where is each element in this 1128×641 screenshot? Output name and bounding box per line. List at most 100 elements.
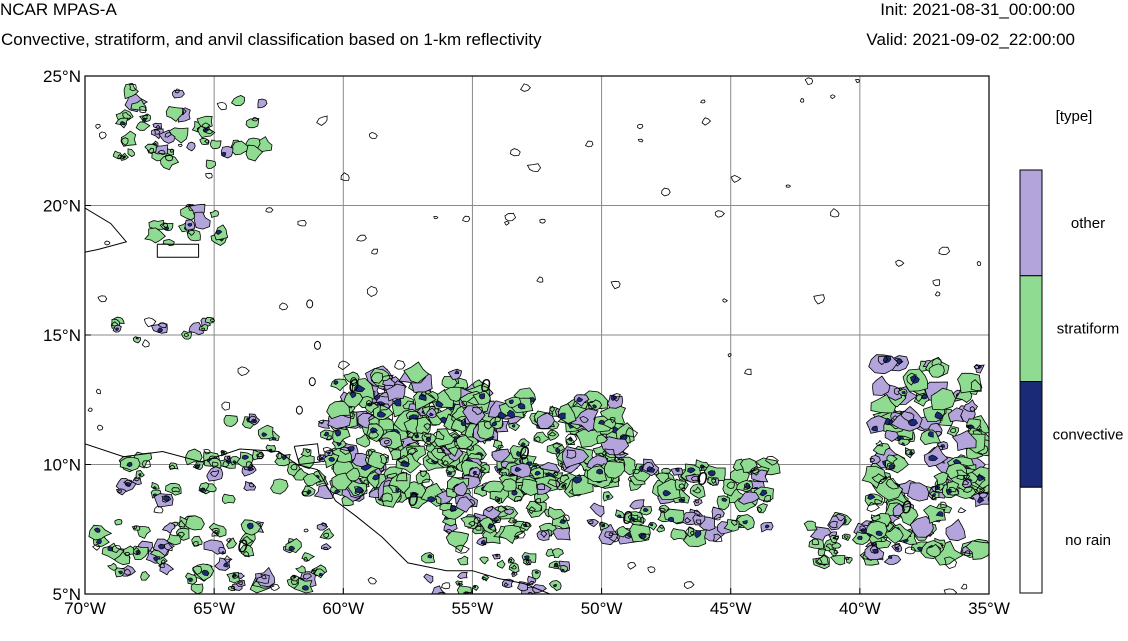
small-cell bbox=[141, 339, 150, 348]
small-cell bbox=[423, 440, 433, 447]
convective-core bbox=[215, 229, 223, 235]
small-cell bbox=[934, 291, 941, 297]
precip-cell bbox=[498, 524, 523, 545]
contour-ring bbox=[245, 461, 254, 468]
precip-cell bbox=[343, 391, 364, 408]
contour-ring bbox=[524, 522, 531, 527]
small-cell bbox=[371, 248, 378, 255]
contour-ring bbox=[379, 403, 391, 411]
contour-ring bbox=[547, 431, 557, 437]
contour-ring bbox=[930, 496, 937, 501]
precip-cell bbox=[456, 585, 472, 594]
contour-ring bbox=[395, 472, 408, 482]
contour-ring bbox=[225, 538, 232, 543]
contour-ring bbox=[905, 449, 912, 456]
precip-cell bbox=[161, 522, 176, 535]
convective-core bbox=[699, 464, 705, 469]
small-cell bbox=[730, 174, 742, 183]
contour-ring bbox=[487, 524, 496, 531]
legend-swatch bbox=[1019, 486, 1043, 594]
small-cell bbox=[647, 566, 656, 574]
contour-ring bbox=[843, 535, 849, 540]
small-cell bbox=[565, 433, 578, 445]
init-time: Init: 2021-08-31_00:00:00 bbox=[880, 0, 1075, 19]
convective-core bbox=[478, 393, 486, 400]
convective-core bbox=[395, 488, 400, 493]
contour-ring bbox=[694, 499, 699, 504]
x-tick-label: 70°W bbox=[64, 599, 106, 618]
small-cell bbox=[627, 562, 637, 570]
small-cell bbox=[830, 208, 840, 218]
convective-core bbox=[901, 390, 906, 395]
convective-core bbox=[662, 489, 672, 497]
contour-ring bbox=[213, 530, 219, 534]
contour-ring bbox=[203, 138, 209, 144]
contour-ring bbox=[730, 519, 738, 526]
contour-ring bbox=[171, 487, 180, 493]
precip-cell bbox=[883, 554, 902, 565]
precip-cell bbox=[455, 496, 474, 513]
convective-core bbox=[927, 431, 934, 438]
small-cell bbox=[866, 502, 880, 513]
precip-cell bbox=[503, 508, 514, 516]
contour-ring bbox=[226, 455, 232, 460]
contour-ring bbox=[405, 411, 420, 420]
convective-core bbox=[372, 474, 380, 481]
contour-ring bbox=[528, 580, 534, 586]
contour-ring bbox=[379, 453, 390, 465]
convective-core bbox=[888, 555, 893, 559]
convective-core bbox=[576, 396, 584, 403]
precip-cell bbox=[886, 454, 898, 465]
contour-ring bbox=[174, 88, 180, 94]
convective-core bbox=[555, 447, 561, 453]
convective-core bbox=[302, 585, 309, 591]
convective-core bbox=[454, 370, 460, 375]
precip-cell bbox=[926, 543, 941, 558]
small-cell bbox=[722, 298, 728, 303]
convective-core bbox=[349, 392, 357, 399]
small-cell bbox=[689, 530, 695, 536]
convective-core bbox=[694, 529, 702, 539]
coastline-island bbox=[295, 405, 303, 415]
convective-core bbox=[232, 460, 237, 464]
coastline-island bbox=[293, 443, 321, 466]
convective-core bbox=[393, 398, 402, 407]
contour-ring bbox=[123, 479, 132, 488]
contour-ring bbox=[141, 460, 151, 469]
contour-ring bbox=[156, 124, 161, 129]
convective-core bbox=[561, 568, 565, 572]
convective-core bbox=[223, 562, 229, 568]
convective-core bbox=[472, 470, 477, 475]
x-tick-label: 45°W bbox=[710, 599, 752, 618]
small-cell bbox=[420, 391, 427, 397]
precip-cell bbox=[831, 542, 842, 549]
small-cell bbox=[95, 123, 101, 130]
contour-ring bbox=[129, 83, 137, 92]
small-cell bbox=[322, 446, 334, 454]
convective-core bbox=[524, 555, 530, 560]
small-cell bbox=[97, 424, 104, 431]
precip-cell bbox=[945, 462, 968, 480]
contour-label: 0 bbox=[408, 490, 418, 510]
precip-cell bbox=[127, 148, 135, 158]
precip-cell bbox=[236, 451, 254, 469]
convective-core bbox=[928, 454, 939, 462]
precip-cell bbox=[441, 454, 455, 467]
convective-core bbox=[534, 570, 540, 574]
small-cell bbox=[637, 138, 644, 143]
precip-cell bbox=[670, 467, 683, 476]
contour-ring bbox=[750, 469, 760, 476]
contour-ring bbox=[494, 415, 501, 423]
contour-ring bbox=[160, 559, 166, 564]
convective-core bbox=[511, 490, 518, 496]
small-cell bbox=[539, 218, 546, 224]
contour-ring bbox=[869, 457, 875, 463]
precip-cell bbox=[148, 220, 164, 230]
coastline-island bbox=[308, 377, 316, 387]
small-cell bbox=[340, 172, 350, 181]
contour-ring bbox=[482, 577, 487, 581]
precip-cell bbox=[188, 321, 204, 336]
contour-ring bbox=[533, 436, 541, 443]
convective-core bbox=[875, 530, 883, 536]
y-tick-label: 20°N bbox=[43, 197, 81, 216]
